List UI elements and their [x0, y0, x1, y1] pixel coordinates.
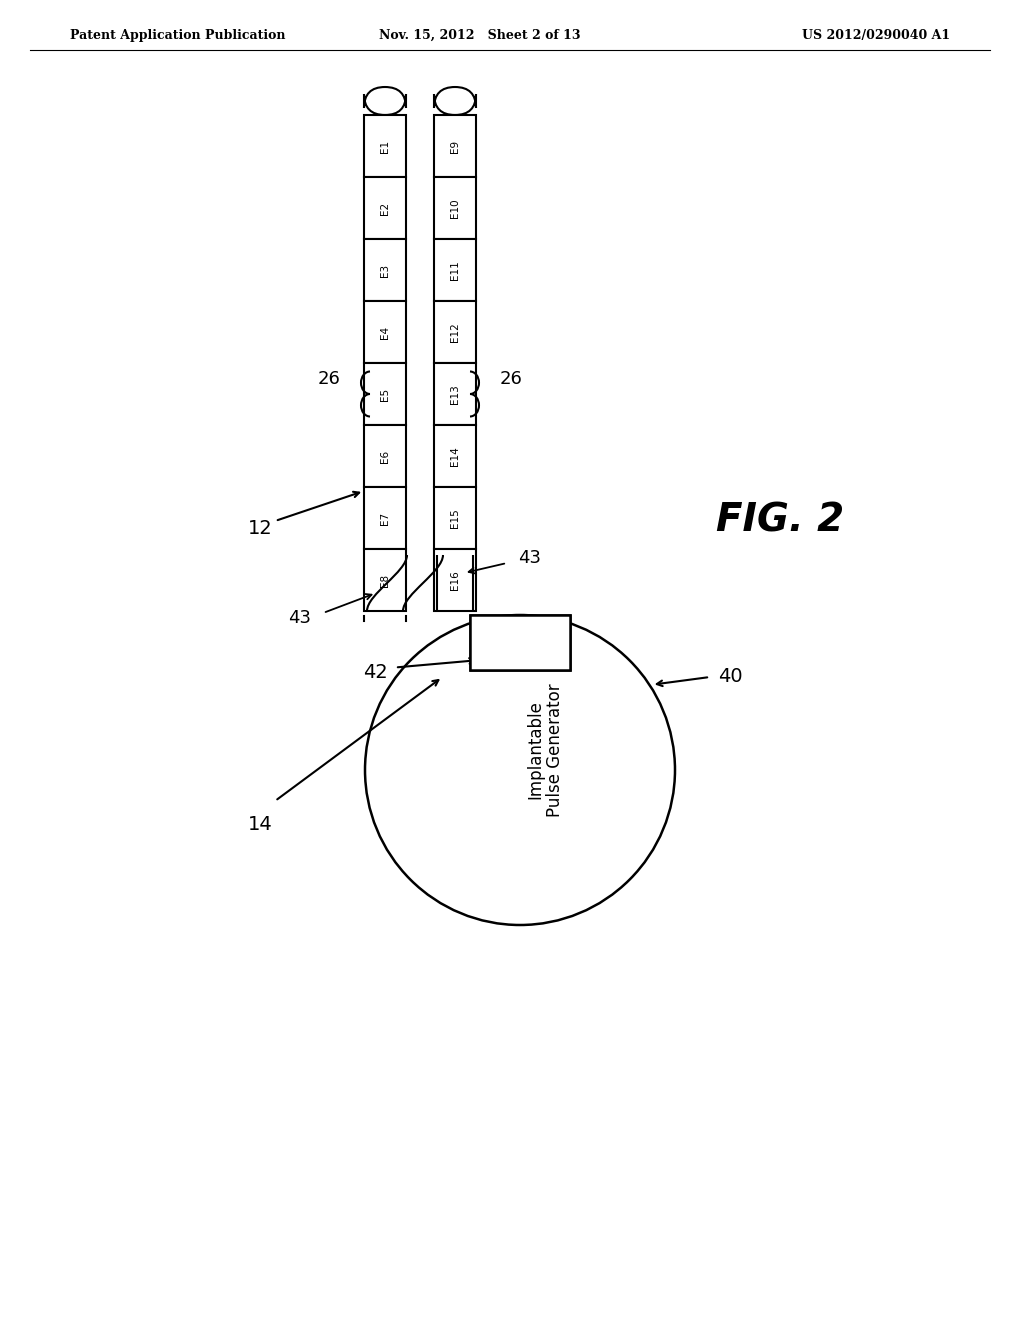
Text: E12: E12 — [450, 322, 460, 342]
Text: E4: E4 — [380, 326, 390, 338]
Text: E6: E6 — [380, 449, 390, 462]
FancyBboxPatch shape — [434, 87, 476, 115]
Text: Patent Application Publication: Patent Application Publication — [70, 29, 286, 41]
Bar — [434, 239, 476, 301]
Bar — [434, 177, 476, 239]
Bar — [434, 487, 476, 549]
Text: E11: E11 — [450, 260, 460, 280]
Text: 40: 40 — [718, 668, 742, 686]
Text: US 2012/0290040 A1: US 2012/0290040 A1 — [802, 29, 950, 41]
Bar — [434, 425, 476, 487]
Text: E10: E10 — [450, 198, 460, 218]
Bar — [364, 549, 406, 611]
Text: E5: E5 — [380, 388, 390, 400]
Text: Implantable: Implantable — [526, 701, 544, 800]
Bar — [470, 615, 570, 671]
Text: E15: E15 — [450, 508, 460, 528]
Text: 26: 26 — [500, 370, 522, 388]
Text: E9: E9 — [450, 140, 460, 153]
Bar — [434, 549, 476, 611]
Bar — [364, 115, 406, 177]
Bar — [434, 115, 476, 177]
Text: E1: E1 — [380, 140, 390, 153]
Text: E2: E2 — [380, 202, 390, 215]
Bar — [364, 487, 406, 549]
Bar — [434, 363, 476, 425]
Text: Pulse Generator: Pulse Generator — [546, 684, 564, 817]
Bar — [364, 177, 406, 239]
FancyBboxPatch shape — [364, 87, 406, 115]
Text: E14: E14 — [450, 446, 460, 466]
Text: 12: 12 — [248, 520, 272, 539]
Text: 26: 26 — [317, 370, 340, 388]
Text: 43: 43 — [289, 609, 311, 627]
Text: E3: E3 — [380, 264, 390, 277]
Text: 43: 43 — [518, 549, 542, 568]
Bar — [364, 301, 406, 363]
Bar — [434, 301, 476, 363]
Text: E16: E16 — [450, 570, 460, 590]
Text: 42: 42 — [362, 663, 387, 682]
Bar — [364, 363, 406, 425]
Bar — [364, 425, 406, 487]
Text: FIG. 2: FIG. 2 — [716, 502, 844, 539]
Text: E7: E7 — [380, 511, 390, 524]
Bar — [364, 239, 406, 301]
Bar — [470, 615, 570, 671]
Text: 14: 14 — [248, 814, 272, 834]
Circle shape — [365, 615, 675, 925]
Text: E8: E8 — [380, 573, 390, 586]
Text: Nov. 15, 2012   Sheet 2 of 13: Nov. 15, 2012 Sheet 2 of 13 — [379, 29, 581, 41]
Text: E13: E13 — [450, 384, 460, 404]
